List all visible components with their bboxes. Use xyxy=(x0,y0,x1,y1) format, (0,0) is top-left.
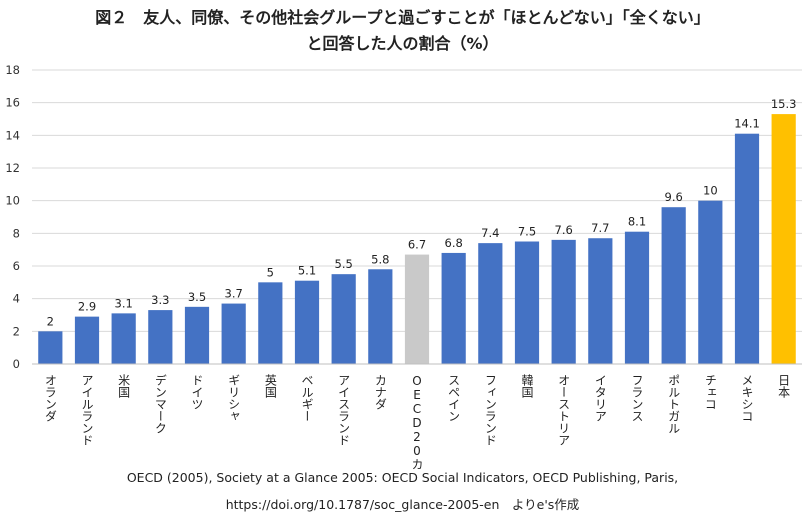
bar-chart: 0 2 4 6 8 10 12 14 16 18 2 オランダ 2.9 アイルランド 3.1 米国 3.3 デンマ… xyxy=(5,63,802,470)
bar xyxy=(184,306,210,364)
bar xyxy=(588,238,613,364)
data-label: 6.8 xyxy=(445,236,463,250)
data-label: 2.9 xyxy=(78,300,96,314)
source-line-2: https://doi.org/10.1787/soc_glance-2005-… xyxy=(225,497,580,512)
data-label: 9.6 xyxy=(665,190,683,204)
data-label: 7.5 xyxy=(518,225,536,239)
bar xyxy=(514,241,540,364)
bar xyxy=(148,310,173,364)
x-tick-label: オーストリア xyxy=(557,374,571,446)
bar xyxy=(258,282,283,364)
y-tick-label: 10 xyxy=(5,194,20,208)
data-label: 6.7 xyxy=(408,238,426,252)
x-tick-label: OECD20カ国平均 xyxy=(410,374,424,470)
data-label: 2 xyxy=(47,314,54,328)
x-tick-label: デンマーク xyxy=(153,374,167,434)
x-tick-label: カナダ xyxy=(373,374,387,410)
chart-title-line-2: と回答した人の割合（%） xyxy=(306,34,499,53)
x-tick-label: ドイツ xyxy=(190,374,204,410)
data-label: 8.1 xyxy=(628,215,646,229)
bar xyxy=(734,133,760,364)
bar xyxy=(404,254,430,364)
x-tick-label: 日本 xyxy=(777,374,791,399)
data-label: 3.1 xyxy=(115,296,133,310)
y-tick-label: 8 xyxy=(13,226,20,240)
bar xyxy=(111,313,136,364)
bar xyxy=(74,316,100,364)
bar xyxy=(368,269,393,364)
x-tick-label: 韓国 xyxy=(520,374,534,398)
bar xyxy=(38,331,63,364)
data-label: 3.3 xyxy=(151,293,169,307)
x-tick-label: メキシコ xyxy=(740,374,754,422)
y-tick-label: 16 xyxy=(5,96,20,110)
x-tick-label: 英国 xyxy=(263,374,277,398)
x-tick-label: スペイン xyxy=(447,374,461,422)
x-tick-label: アイルランド xyxy=(80,374,94,446)
data-label: 7.7 xyxy=(591,221,609,235)
data-label: 5.8 xyxy=(371,252,389,266)
data-label: 5 xyxy=(267,265,274,279)
y-tick-label: 2 xyxy=(13,324,20,338)
x-tick-label: アイスランド xyxy=(337,374,351,446)
bar xyxy=(221,303,246,364)
y-tick-label: 6 xyxy=(13,259,20,273)
data-label: 5.1 xyxy=(298,264,316,278)
bar xyxy=(661,207,686,364)
bar xyxy=(698,200,723,364)
x-tick-label: フランス xyxy=(630,374,644,422)
x-tick-label: ポルトガル xyxy=(667,374,681,434)
y-tick-label: 12 xyxy=(5,161,20,175)
y-tick-label: 4 xyxy=(13,292,20,306)
x-tick-label: オランダ xyxy=(43,374,57,422)
x-tick-label: フィンランド xyxy=(483,374,497,446)
y-tick-label: 0 xyxy=(13,357,20,371)
data-label: 5.5 xyxy=(335,257,353,271)
x-tick-label: チェコ xyxy=(703,374,717,410)
data-label: 15.3 xyxy=(771,97,797,111)
data-label: 10 xyxy=(703,184,718,198)
chart-title-line-1: 図２ 友人、同僚、その他社会グループと過ごすことが「ほとんどない」「全くない」 xyxy=(95,8,710,27)
bar xyxy=(331,274,356,364)
data-label: 3.5 xyxy=(188,290,206,304)
data-label: 14.1 xyxy=(734,117,760,131)
x-tick-label: ギリシャ xyxy=(227,374,241,422)
bar xyxy=(294,280,320,364)
x-tick-label: ベルギー xyxy=(300,374,314,422)
data-label: 3.7 xyxy=(225,287,243,301)
source-line-1: OECD (2005), Society at a Glance 2005: O… xyxy=(126,470,679,485)
y-tick-label: 14 xyxy=(5,128,20,142)
bar xyxy=(771,114,796,364)
data-label: 7.4 xyxy=(481,226,499,240)
bar xyxy=(441,252,466,364)
y-tick-label: 18 xyxy=(5,63,20,77)
x-tick-label: イタリア xyxy=(593,374,607,422)
bar xyxy=(624,231,650,364)
x-tick-label: 米国 xyxy=(117,374,131,398)
data-label: 7.6 xyxy=(555,223,573,237)
bar xyxy=(478,243,503,364)
bar xyxy=(551,239,576,364)
